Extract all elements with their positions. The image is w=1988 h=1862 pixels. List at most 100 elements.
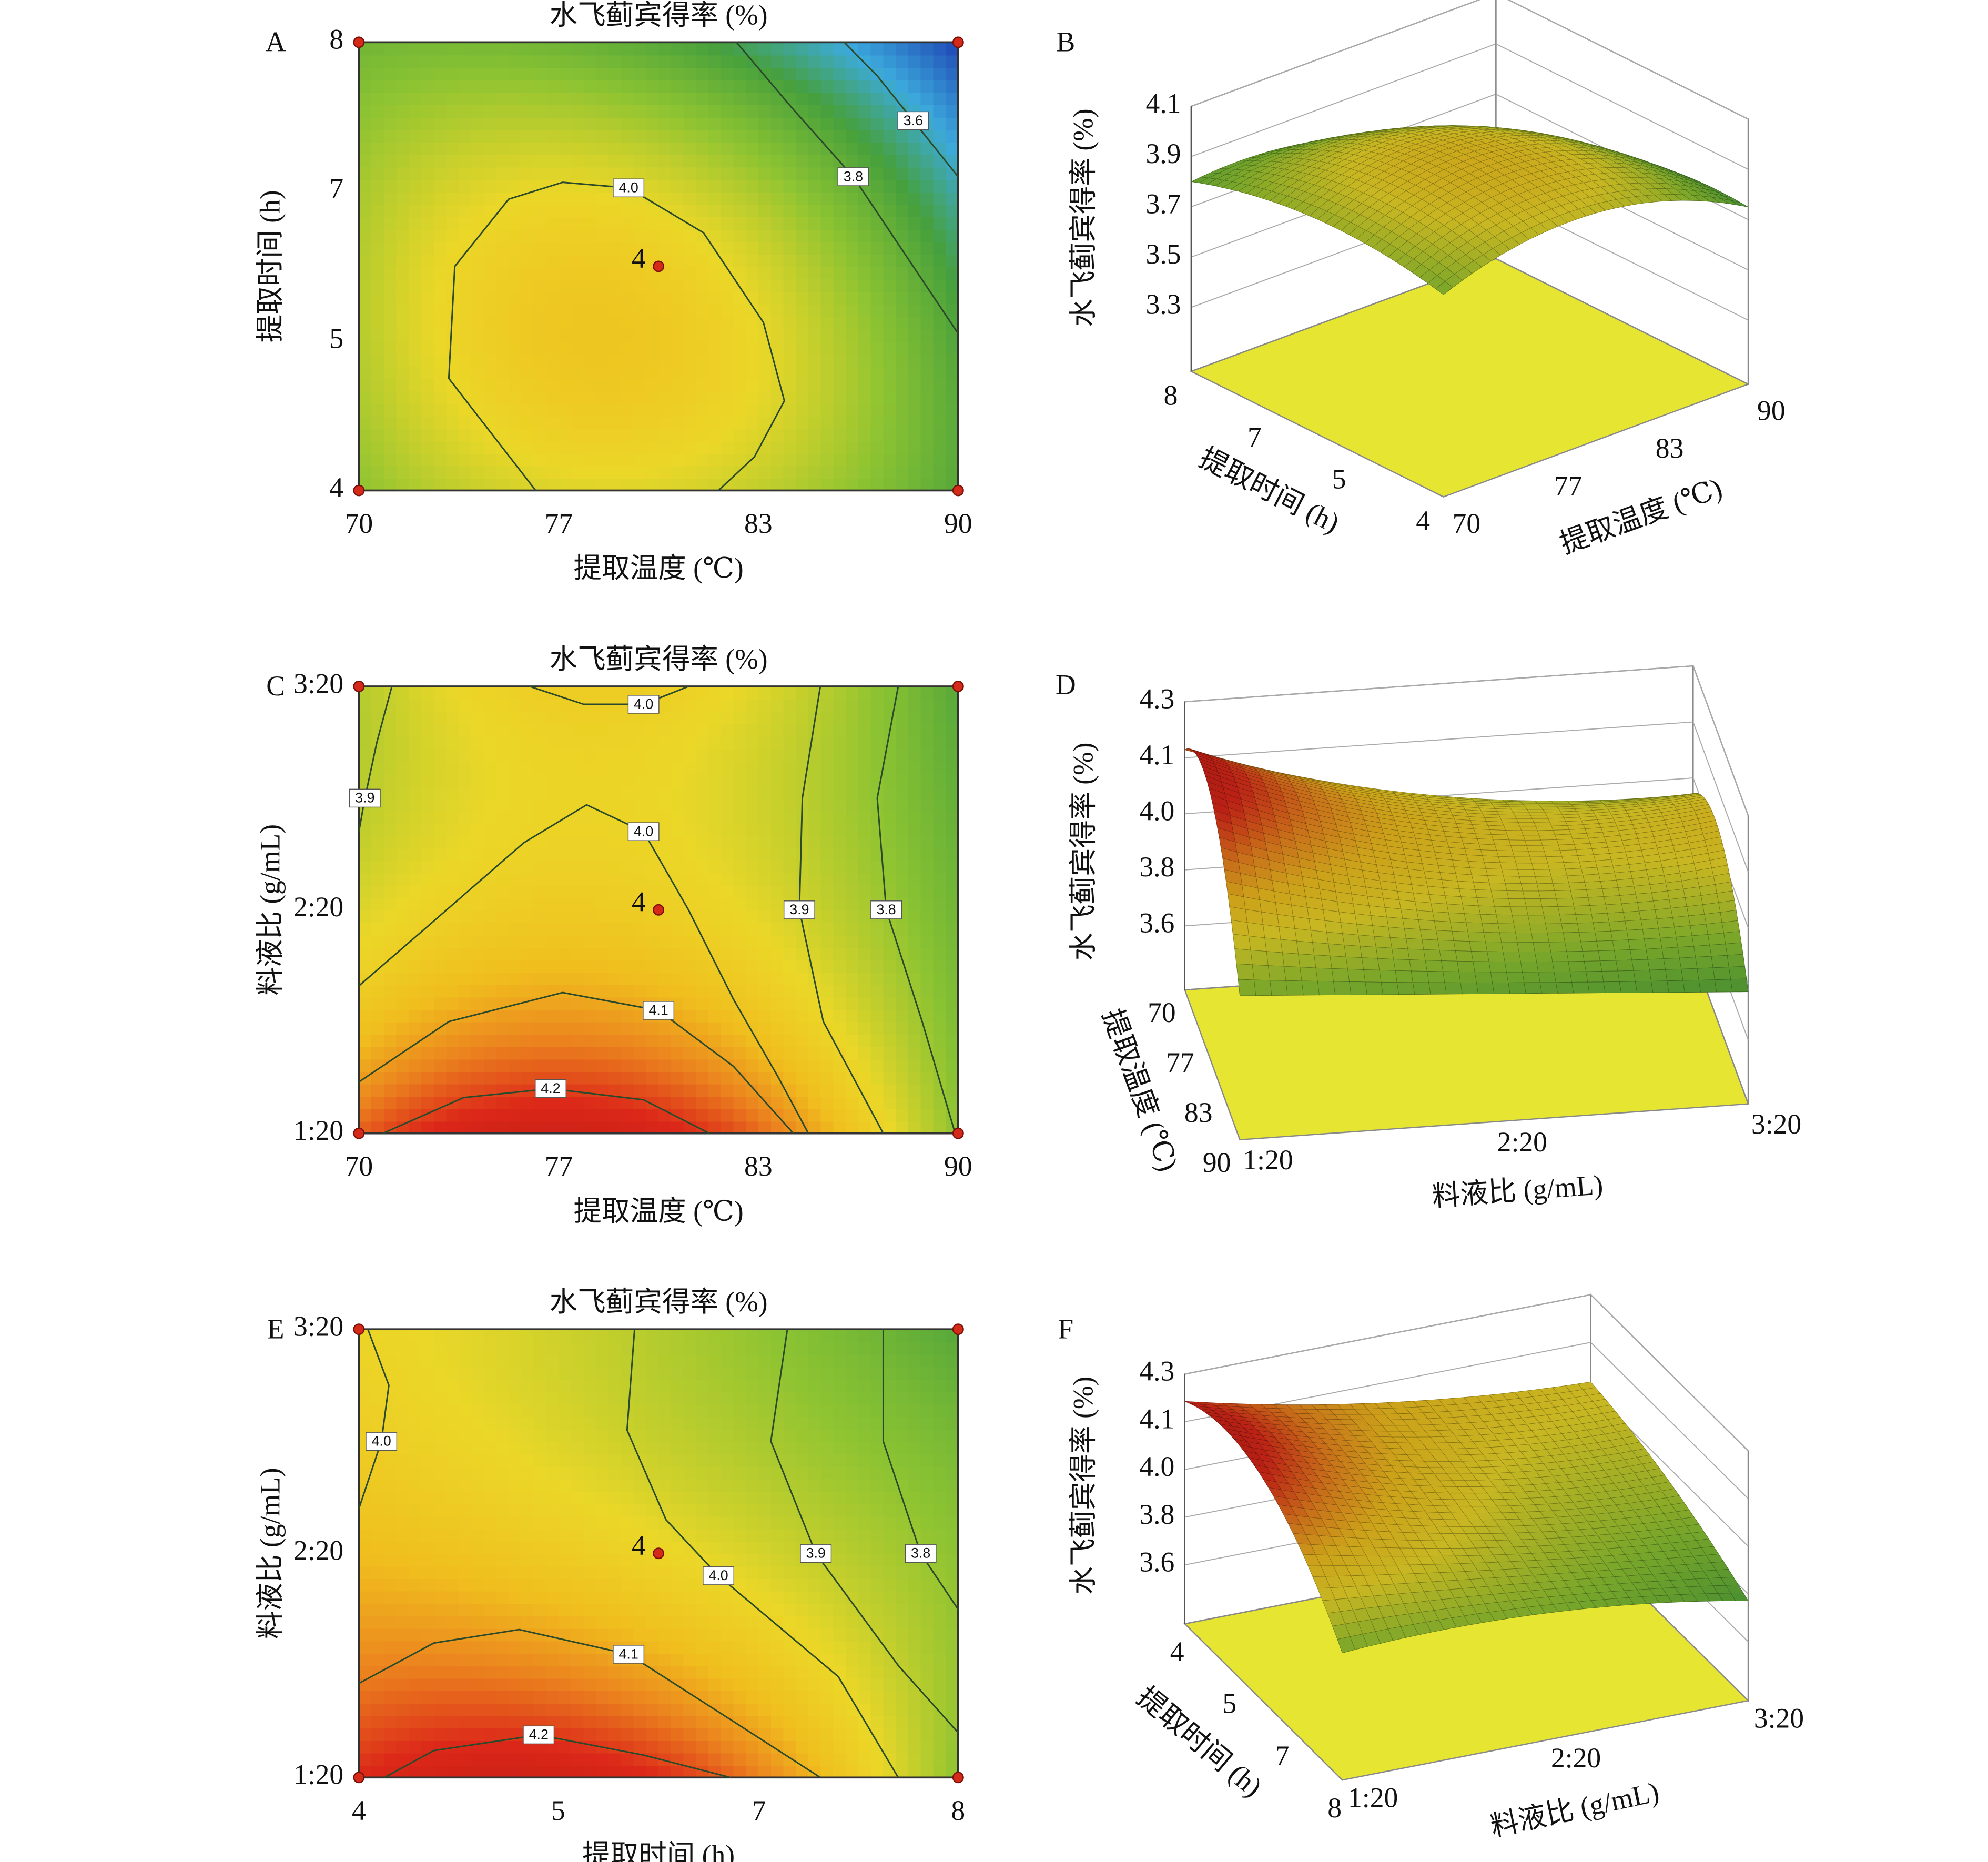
field-cell (421, 711, 435, 725)
field-cell (646, 773, 660, 787)
field-cell (409, 167, 422, 180)
field-cell (633, 1071, 647, 1085)
field-cell (846, 947, 859, 960)
field-cell (858, 104, 872, 118)
field-cell (758, 216, 772, 230)
x-tick-label: 90 (944, 508, 972, 539)
field-cell (559, 860, 572, 874)
field-cell (671, 1121, 685, 1135)
field-cell (696, 811, 709, 824)
field-cell (758, 353, 772, 367)
field-cell (708, 1121, 722, 1135)
field-cell (846, 341, 859, 355)
field-cell (596, 1046, 610, 1060)
field-cell (483, 972, 497, 985)
field-cell (833, 959, 847, 973)
field-cell (383, 67, 398, 80)
field-cell (533, 341, 547, 355)
field-cell (608, 860, 622, 874)
field-cell (721, 997, 735, 1010)
field-cell (808, 328, 822, 342)
grid-line (1507, 0, 1749, 120)
field-cell (421, 997, 435, 1010)
field-cell (671, 341, 685, 355)
field-cell (559, 873, 572, 886)
field-cell (870, 935, 884, 948)
field-cell (846, 1059, 859, 1072)
field-cell (920, 167, 934, 180)
field-cell (608, 353, 622, 367)
field-cell (758, 478, 772, 491)
field-cell (646, 104, 660, 118)
field-cell (496, 699, 510, 712)
field-cell (559, 328, 572, 342)
x-tick-label: 90 (1757, 395, 1786, 427)
field-cell (870, 55, 884, 68)
field-cell (571, 440, 585, 454)
field-cell (583, 935, 597, 948)
field-cell (509, 1084, 522, 1097)
field-cell (833, 378, 847, 392)
field-cell (858, 391, 872, 404)
surface-facet (1539, 804, 1558, 807)
field-cell (858, 997, 872, 1010)
field-cell (583, 204, 597, 218)
field-cell (721, 279, 735, 292)
field-cell (746, 279, 759, 292)
field-cell (509, 154, 522, 168)
field-cell (708, 117, 722, 130)
field-cell (409, 761, 422, 774)
field-cell (409, 1084, 422, 1097)
field-cell (696, 229, 709, 242)
field-cell (459, 959, 472, 973)
field-cell (459, 1121, 472, 1135)
field-cell (596, 935, 610, 948)
field-cell (808, 154, 822, 168)
z-tick-label: 3.5 (1146, 238, 1181, 270)
field-cell (770, 922, 784, 936)
grid-line (1184, 665, 1693, 703)
field-cell (783, 42, 797, 56)
field-cell (858, 204, 872, 218)
field-cell (608, 1021, 622, 1035)
surface-facet (1538, 834, 1557, 841)
field-cell (908, 1121, 922, 1135)
field-cell (496, 328, 510, 342)
field-cell (770, 1071, 784, 1085)
field-cell (658, 117, 672, 130)
field-cell (671, 117, 685, 130)
field-cell (596, 328, 610, 342)
field-cell (521, 959, 535, 973)
field-cell (783, 403, 797, 417)
field-cell (521, 117, 535, 130)
field-cell (483, 811, 497, 824)
field-cell (758, 1071, 772, 1085)
field-cell (796, 92, 809, 106)
field-cell (783, 1121, 797, 1135)
field-cell (683, 79, 697, 93)
field-cell (783, 1034, 797, 1047)
field-cell (808, 353, 822, 367)
field-cell (796, 42, 809, 56)
field-cell (708, 440, 722, 454)
field-cell (433, 79, 448, 93)
field-cell (746, 117, 759, 130)
field-cell (683, 465, 697, 479)
field-cell (721, 773, 735, 787)
field-cell (509, 1009, 522, 1023)
field-cell (583, 478, 597, 491)
field-cell (396, 117, 410, 130)
field-cell (783, 984, 797, 998)
field-cell (409, 266, 422, 280)
field-cell (633, 378, 647, 392)
field-cell (746, 1084, 759, 1097)
field-cell (746, 92, 759, 106)
field-cell (770, 847, 784, 861)
field-cell (846, 391, 859, 404)
field-cell (521, 391, 535, 404)
field-cell (770, 167, 784, 180)
field-cell (433, 403, 448, 417)
field-cell (908, 403, 922, 417)
field-cell (870, 291, 884, 305)
field-cell (870, 453, 884, 467)
